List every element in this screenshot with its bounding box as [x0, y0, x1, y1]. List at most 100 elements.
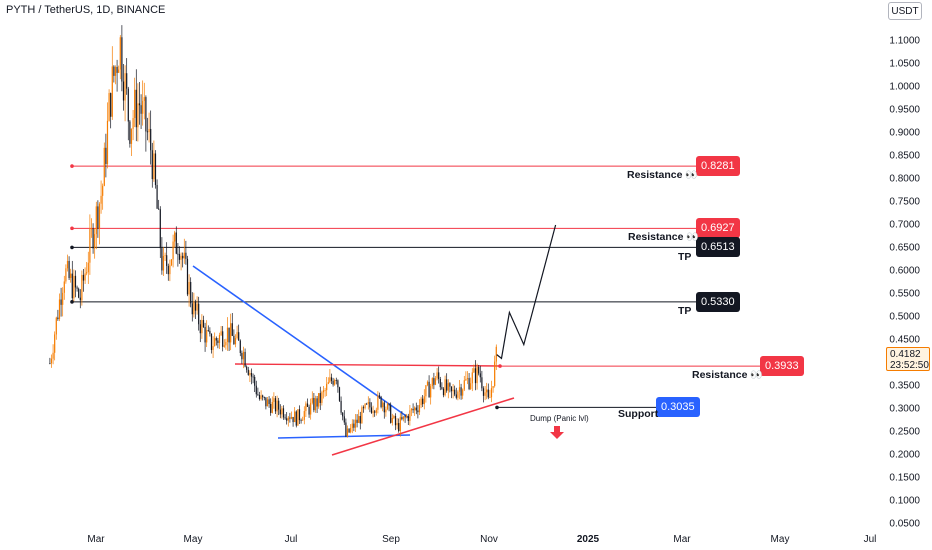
price-axis[interactable]: 1.1000 1.0500 1.0000 0.9500 0.9000 0.8500 0.80… — [868, 0, 932, 530]
candle-body — [486, 389, 488, 393]
level-anchor[interactable] — [498, 364, 502, 368]
candle-body — [350, 427, 352, 433]
candle-body — [484, 392, 486, 396]
time-tick: 2025 — [576, 534, 600, 545]
level-anchor[interactable] — [495, 405, 499, 410]
candle-body — [354, 419, 357, 428]
tp-level-badge[interactable]: 0.5330 — [696, 291, 740, 312]
candle-body — [402, 416, 405, 420]
candle-body — [190, 281, 192, 304]
resistance-level-badge[interactable]: 0.8281 — [696, 156, 740, 177]
price-tick: 0.9000 — [889, 127, 920, 139]
symbol-title: PYTH / TetherUS, 1D, BINANCE — [6, 4, 166, 16]
descending-trendline[interactable] — [192, 265, 410, 419]
breakout-level-line[interactable] — [234, 363, 501, 367]
candle-body — [105, 147, 107, 164]
support-level-badge[interactable]: 0.3035 — [656, 397, 700, 418]
trend-lines — [192, 265, 515, 456]
currency-badge[interactable]: USDT — [888, 2, 922, 20]
candle-body — [55, 317, 57, 335]
candle-body — [286, 418, 288, 421]
candle-body — [113, 66, 115, 76]
candle-body — [289, 417, 291, 419]
candle-body — [452, 389, 454, 392]
candle-body — [68, 260, 70, 278]
candle-body — [438, 372, 440, 379]
candle-body — [335, 380, 337, 381]
candle-body — [204, 326, 206, 343]
resistance-level-badge[interactable]: 0.3933 — [760, 356, 804, 377]
candle-body — [158, 208, 160, 210]
candle-body — [273, 398, 275, 402]
tp-label: TP — [678, 305, 692, 317]
candle-body — [460, 387, 462, 396]
candle-body — [281, 408, 283, 415]
candle-body — [418, 404, 421, 413]
candle-body — [374, 411, 376, 413]
candle-body — [423, 396, 425, 405]
candle-body — [166, 255, 168, 266]
candle-body — [108, 93, 110, 121]
candle-body — [146, 131, 149, 133]
base-trendline[interactable] — [277, 434, 411, 439]
candle-body — [439, 378, 441, 388]
candle-body — [319, 393, 321, 403]
resistance-level-badge[interactable]: 0.6927 — [696, 218, 740, 239]
candle-body — [217, 340, 219, 343]
candle-body — [446, 379, 448, 391]
candle-body — [295, 411, 297, 426]
candle-body — [137, 103, 139, 128]
candle-body — [410, 408, 413, 411]
candle-body — [364, 403, 366, 409]
current-price-label[interactable]: 0.4182 23:52:50 — [886, 347, 930, 371]
candle-body — [433, 378, 435, 385]
time-tick: Jul — [284, 534, 298, 545]
time-tick: Nov — [480, 534, 498, 545]
candle-body — [294, 411, 296, 423]
candle-body — [172, 241, 174, 260]
candle-body — [193, 301, 195, 315]
candle-body — [492, 386, 494, 389]
candle-body — [260, 395, 262, 399]
candle-body — [134, 89, 136, 119]
level-anchor[interactable] — [70, 226, 74, 231]
candle-body — [130, 128, 133, 144]
candle-body — [164, 255, 166, 257]
candle-body — [116, 66, 118, 73]
candle-body — [49, 363, 51, 364]
candle-body — [470, 383, 472, 390]
candle-body — [201, 320, 203, 334]
candle-body — [409, 410, 411, 421]
candle-body — [458, 387, 461, 392]
level-anchor[interactable] — [70, 245, 74, 250]
candle-countdown: 23:52:50 — [890, 360, 929, 371]
candle-body — [177, 253, 179, 255]
price-tick: 0.0500 — [889, 518, 920, 530]
time-axis[interactable]: Mar May Jul Sep Nov 2025 Mar May Jul — [0, 528, 876, 550]
candle-body — [457, 391, 459, 398]
candle-body — [284, 417, 286, 419]
candle-body — [468, 378, 470, 390]
rising-support-trendline[interactable] — [331, 397, 515, 456]
candle-body — [314, 398, 317, 411]
level-anchor[interactable] — [70, 300, 74, 304]
time-tick: May — [183, 534, 203, 545]
price-tick: 0.6500 — [889, 242, 920, 254]
tp-level-badge[interactable]: 0.6513 — [696, 237, 740, 258]
level-anchor[interactable] — [70, 164, 74, 168]
time-tick: May — [770, 534, 790, 545]
candle-body — [353, 423, 355, 428]
candle-body — [422, 398, 424, 405]
candle-body — [306, 403, 309, 407]
candle-body — [58, 299, 61, 320]
candle-body — [76, 287, 78, 289]
candle-body — [290, 417, 293, 419]
candle-body — [338, 387, 341, 401]
projection-path[interactable] — [496, 224, 557, 360]
candle-body — [407, 415, 409, 421]
candle-body — [346, 428, 349, 437]
candle-body — [100, 195, 102, 204]
candle-body — [359, 416, 361, 424]
candle-body — [441, 387, 443, 389]
